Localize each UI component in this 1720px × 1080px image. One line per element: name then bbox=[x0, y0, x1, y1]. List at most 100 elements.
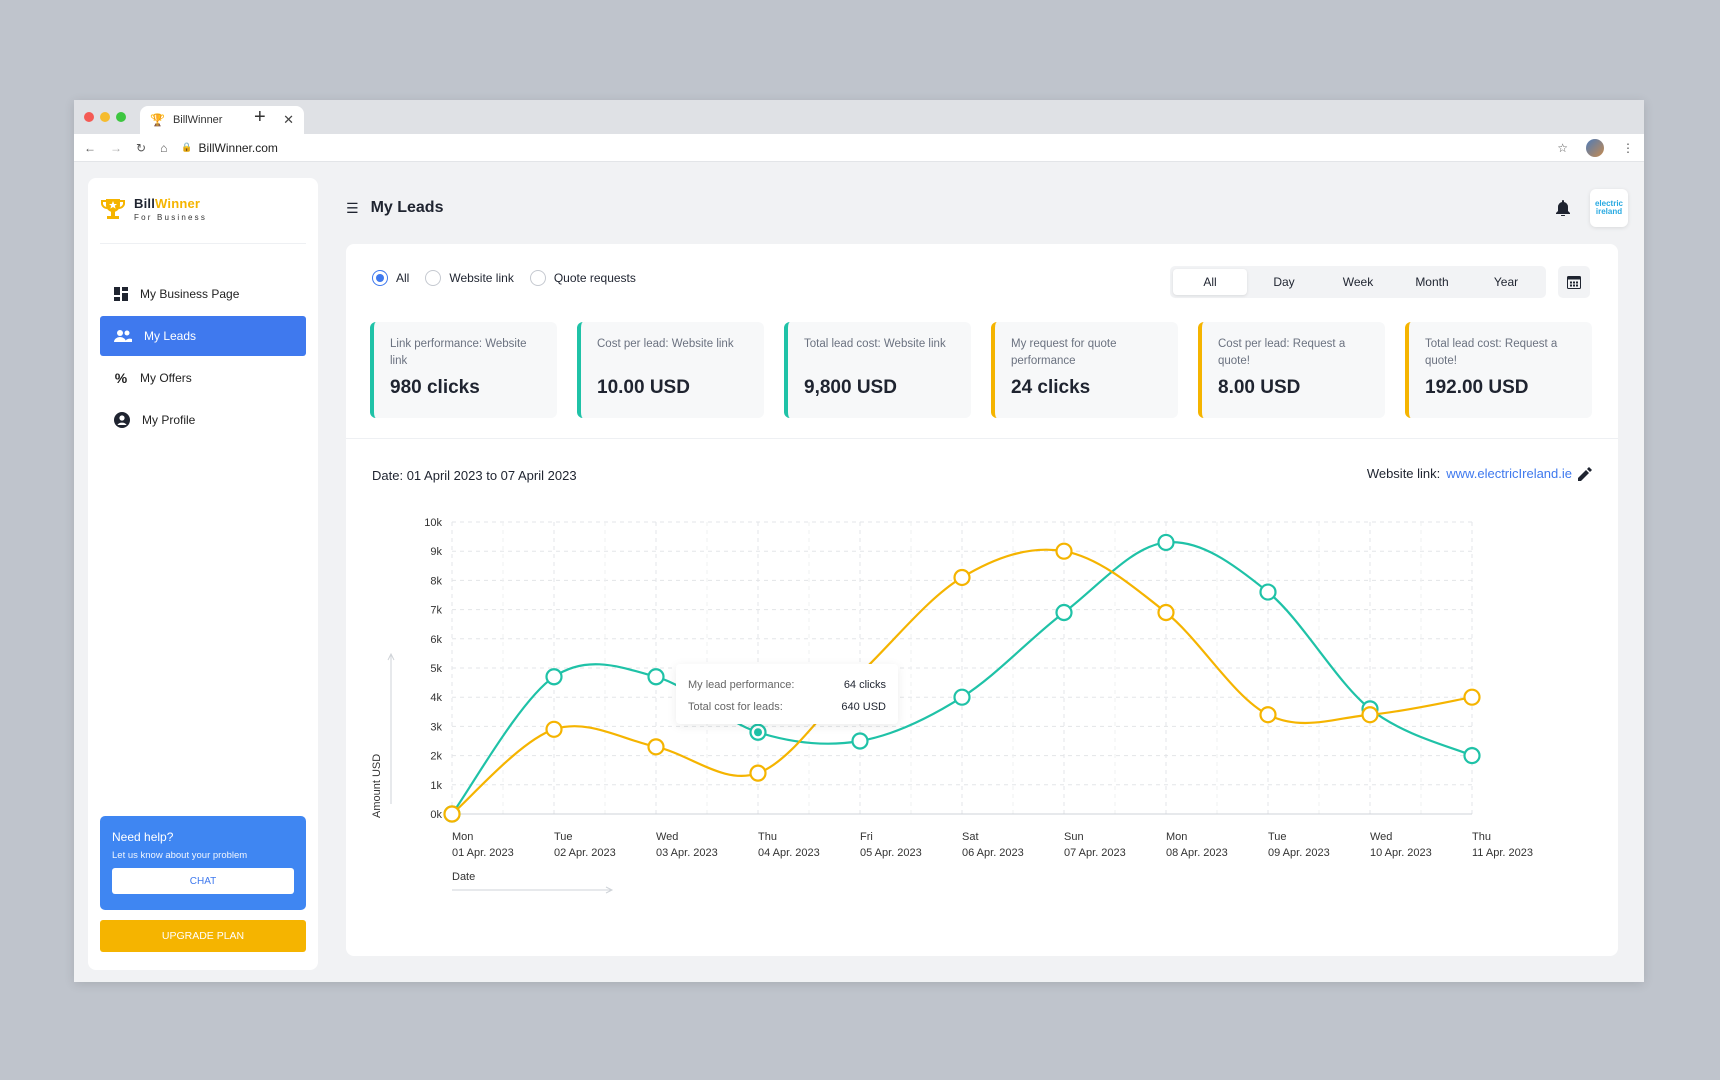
metric-card: Cost per lead: Request a quote! 8.00 USD bbox=[1198, 322, 1385, 418]
radio-website-link[interactable]: Website link bbox=[425, 270, 514, 286]
chat-button[interactable]: CHAT bbox=[112, 868, 294, 894]
bell-icon[interactable] bbox=[1556, 200, 1570, 216]
users-icon bbox=[114, 330, 132, 342]
page-header: ☰ My Leads electric ireland bbox=[346, 188, 1628, 228]
highlighted-point-center bbox=[754, 728, 762, 737]
radio-button[interactable] bbox=[425, 270, 442, 286]
sidebar-item-label: My Profile bbox=[142, 413, 196, 427]
metric-value: 24 clicks bbox=[1011, 377, 1091, 398]
logo-winner: Winner bbox=[155, 196, 201, 211]
x-tick-day-label: Fri bbox=[860, 831, 873, 843]
sidebar-item-my-offers[interactable]: % My Offers bbox=[100, 358, 306, 398]
help-title: Need help? bbox=[112, 830, 174, 844]
forward-icon[interactable]: → bbox=[110, 140, 122, 155]
metric-label: Cost per lead: Website link bbox=[597, 338, 734, 350]
data-point bbox=[749, 764, 767, 782]
percent-icon: % bbox=[114, 370, 128, 386]
lead-type-filter: All Website link Quote requests bbox=[372, 270, 636, 286]
x-tick-day-label: Thu bbox=[1472, 831, 1491, 843]
calendar-icon bbox=[1567, 276, 1581, 289]
tooltip-value: 64 clicks bbox=[843, 679, 886, 691]
metric-value: 9,800 USD bbox=[804, 377, 897, 398]
logo-bill: Bill bbox=[134, 196, 156, 211]
period-all-button[interactable]: All bbox=[1173, 269, 1247, 295]
tab-strip: 🏆 BillWinner ✕ + bbox=[74, 100, 1644, 134]
y-tick-label: 5k bbox=[430, 663, 442, 675]
radio-button[interactable] bbox=[372, 270, 388, 286]
data-point bbox=[1361, 706, 1379, 724]
close-window-button[interactable] bbox=[84, 112, 94, 122]
x-tick-date-label: 06 Apr. 2023 bbox=[962, 847, 1024, 859]
calendar-button[interactable] bbox=[1558, 266, 1590, 298]
tooltip-label: Total cost for leads: bbox=[688, 701, 783, 713]
data-point bbox=[1055, 603, 1073, 622]
data-point bbox=[545, 720, 563, 738]
data-point bbox=[1157, 603, 1175, 622]
data-point bbox=[647, 738, 665, 756]
y-axis-arrowhead bbox=[387, 652, 395, 661]
radio-label: Website link bbox=[449, 271, 514, 285]
radio-quote-requests[interactable]: Quote requests bbox=[529, 270, 636, 286]
sidebar-item-my-leads[interactable]: My Leads bbox=[100, 316, 306, 356]
x-tick-date-label: 08 Apr. 2023 bbox=[1166, 847, 1228, 859]
metric-label: Cost per lead: Request a quote! bbox=[1218, 338, 1346, 367]
tooltip-label: My lead performance: bbox=[688, 679, 795, 691]
leads-card: All Website link Quote requests All Day … bbox=[346, 244, 1618, 956]
new-tab-button[interactable]: + bbox=[254, 106, 266, 128]
y-tick-label: 6k bbox=[430, 634, 442, 646]
radio-all[interactable]: All bbox=[372, 270, 409, 286]
maximize-window-button[interactable] bbox=[116, 112, 126, 122]
reload-icon[interactable]: ↻ bbox=[136, 140, 147, 155]
back-icon[interactable]: ← bbox=[84, 140, 96, 155]
sidebar-item-my-profile[interactable]: My Profile bbox=[100, 400, 306, 440]
collapse-menu-icon[interactable]: ☰ bbox=[346, 199, 359, 216]
help-subtitle: Let us know about your problem bbox=[112, 850, 248, 861]
home-icon[interactable]: ⌂ bbox=[160, 140, 168, 155]
data-point bbox=[1055, 542, 1073, 560]
period-day-button[interactable]: Day bbox=[1273, 275, 1295, 289]
x-tick-day-label: Tue bbox=[554, 831, 573, 843]
window-controls bbox=[84, 112, 126, 122]
data-point bbox=[1463, 747, 1481, 765]
company-logo[interactable]: electric ireland bbox=[1590, 189, 1628, 227]
metric-value: 192.00 USD bbox=[1425, 377, 1529, 398]
minimize-window-button[interactable] bbox=[100, 112, 110, 122]
period-month-button[interactable]: Month bbox=[1415, 275, 1449, 289]
close-tab-icon[interactable]: ✕ bbox=[283, 112, 294, 127]
x-axis-arrowhead bbox=[605, 886, 614, 894]
x-tick-date-label: 01 Apr. 2023 bbox=[452, 847, 514, 859]
profile-avatar[interactable] bbox=[1586, 138, 1604, 157]
grid-icon bbox=[114, 287, 128, 301]
y-tick-label: 2k bbox=[430, 751, 442, 763]
upgrade-plan-button[interactable]: UPGRADE PLAN bbox=[100, 920, 306, 952]
y-tick-label: 7k bbox=[430, 605, 442, 617]
date-range-label: Date: bbox=[372, 468, 404, 483]
help-box: Need help? Let us know about your proble… bbox=[100, 816, 306, 910]
url-field[interactable]: 🔒 BillWinner.com bbox=[181, 141, 278, 155]
period-selector: All Day Week Month Year bbox=[1170, 266, 1546, 298]
edit-pencil-icon[interactable] bbox=[1578, 466, 1592, 481]
x-tick-date-label: 10 Apr. 2023 bbox=[1370, 847, 1432, 859]
data-point bbox=[1259, 583, 1277, 601]
period-year-button[interactable]: Year bbox=[1493, 275, 1519, 289]
x-tick-day-label: Tue bbox=[1268, 831, 1287, 843]
x-tick-day-label: Thu bbox=[758, 831, 777, 843]
metrics-row: Link performance: Website link 980 clicks… bbox=[370, 322, 1592, 418]
page-title: My Leads bbox=[370, 199, 444, 216]
metric-label: My request for quote performance bbox=[1011, 338, 1117, 367]
more-menu-icon[interactable]: ⋮ bbox=[1622, 140, 1634, 155]
sidebar-item-my-business-page[interactable]: My Business Page bbox=[100, 274, 306, 314]
radio-button[interactable] bbox=[529, 270, 546, 286]
x-tick-date-label: 02 Apr. 2023 bbox=[554, 847, 616, 859]
period-week-button[interactable]: Week bbox=[1342, 275, 1374, 289]
logo-wordmark: BillWinner bbox=[134, 196, 207, 211]
website-link[interactable]: www.electricIreland.ie bbox=[1446, 466, 1572, 481]
bookmark-star-icon[interactable]: ☆ bbox=[1557, 140, 1568, 155]
billwinner-logo[interactable]: BillWinner For Business bbox=[100, 196, 207, 222]
trophy-icon: 🏆 bbox=[150, 113, 165, 127]
radio-label: All bbox=[396, 271, 410, 285]
metric-card: Total lead cost: Website link 9,800 USD bbox=[784, 322, 971, 418]
address-bar: ← → ↻ ⌂ 🔒 BillWinner.com ☆ ⋮ bbox=[74, 134, 1644, 162]
metric-value: 8.00 USD bbox=[1218, 377, 1301, 398]
browser-tab[interactable]: 🏆 BillWinner ✕ bbox=[140, 106, 304, 134]
